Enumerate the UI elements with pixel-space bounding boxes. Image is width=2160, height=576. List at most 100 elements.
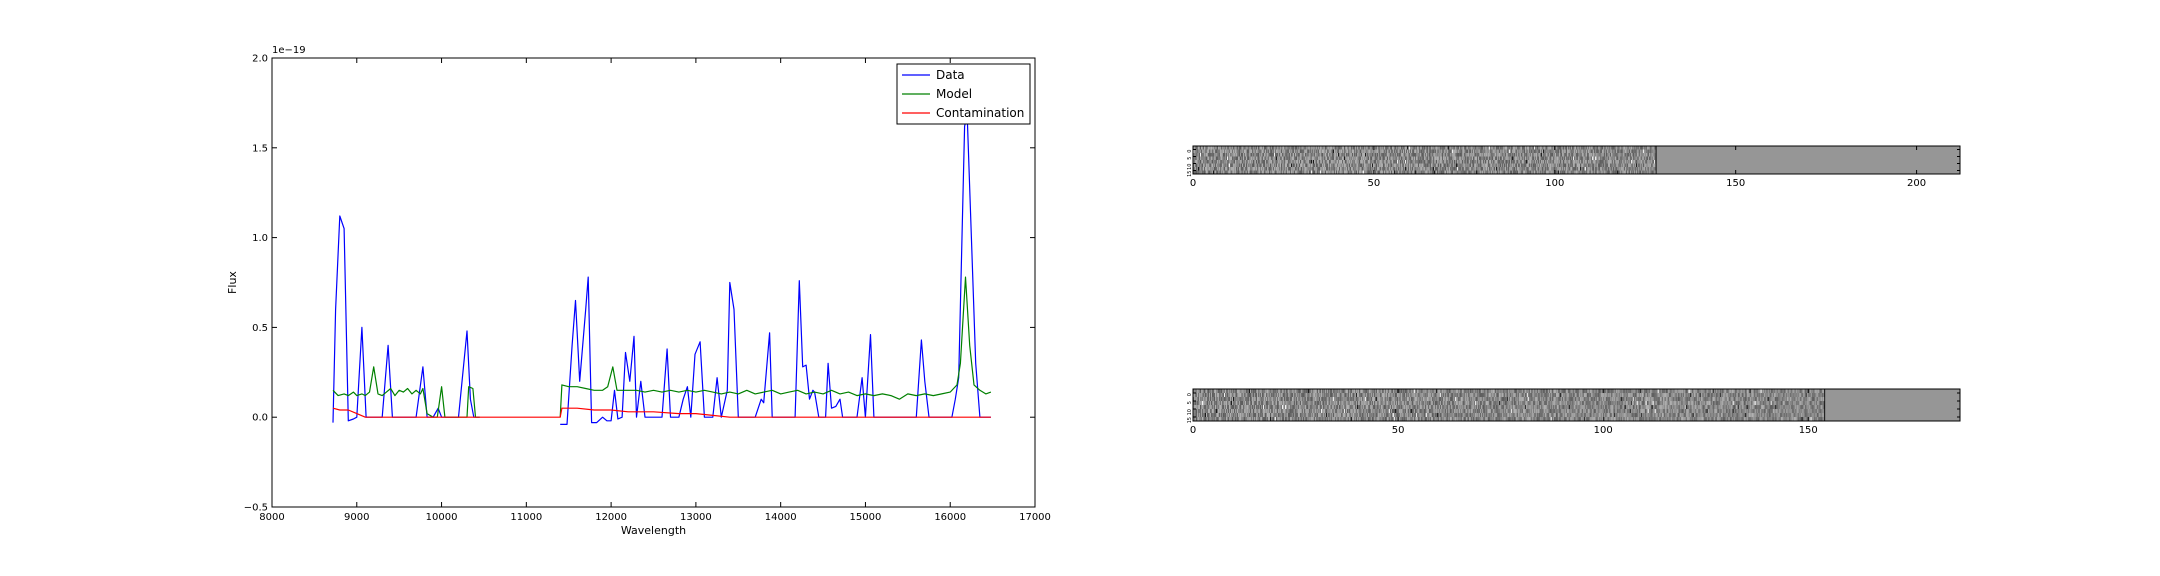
- image-pixel: [1219, 156, 1221, 161]
- image-pixel: [1535, 146, 1537, 150]
- image-pixel: [1519, 149, 1521, 154]
- image-pixel: [1233, 417, 1236, 422]
- image-pixel: [1334, 146, 1336, 150]
- image-pixel: [1364, 153, 1366, 157]
- image-pixel: [1309, 405, 1312, 410]
- image-pixel: [1266, 413, 1269, 418]
- image-pixel: [1218, 393, 1221, 398]
- image-pixel: [1297, 401, 1300, 406]
- image-pixel: [1517, 153, 1519, 157]
- image-pixel: [1276, 397, 1279, 402]
- image-pixel: [1239, 405, 1242, 410]
- image-pixel: [1552, 170, 1554, 175]
- image-pixel: [1234, 417, 1237, 422]
- image-pixel: [1598, 153, 1600, 157]
- image-pixel: [1554, 167, 1556, 171]
- image-pixel: [1342, 170, 1344, 175]
- image-pixel: [1294, 397, 1297, 402]
- image-pixel: [1628, 170, 1630, 175]
- image-pixel: [1592, 170, 1594, 175]
- image-pixel: [1255, 397, 1258, 402]
- image-pixel: [1296, 170, 1298, 175]
- image-pixel: [1249, 397, 1252, 402]
- image-pixel: [1517, 160, 1519, 164]
- image-pixel: [1210, 417, 1213, 422]
- image-pixel: [1270, 417, 1273, 422]
- image-pixel: [1646, 156, 1648, 161]
- image-pixel: [1623, 153, 1625, 157]
- image-pixel: [1387, 167, 1389, 171]
- image-pixel: [1320, 156, 1322, 161]
- image-pixel: [1566, 153, 1568, 157]
- image-pixel: [1326, 153, 1328, 157]
- image-pixel: [1260, 397, 1263, 402]
- image-pixel: [1197, 167, 1199, 171]
- image-pixel: [1200, 156, 1202, 161]
- image-pixel: [1473, 156, 1475, 161]
- image-pixel: [1330, 413, 1333, 418]
- image-pixel: [1201, 153, 1203, 157]
- image-pixel: [1288, 170, 1290, 175]
- image-pixel: [1362, 170, 1364, 175]
- image-pixel: [1615, 160, 1617, 164]
- image-pixel: [1415, 163, 1417, 168]
- image-pixel: [1264, 413, 1267, 418]
- image-pixel: [1426, 156, 1428, 161]
- image-pixel: [1483, 170, 1485, 175]
- image-pixel: [1396, 163, 1398, 168]
- image-pixel: [1262, 393, 1265, 398]
- image-pixel: [1306, 397, 1309, 402]
- image-pixel: [1285, 397, 1288, 402]
- image-pixel: [1618, 160, 1620, 164]
- image-pixel: [1417, 167, 1419, 171]
- image-pixel: [1416, 170, 1418, 175]
- image-pixel: [1222, 146, 1224, 150]
- image-pixel: [1196, 153, 1198, 157]
- image-pixel: [1210, 401, 1213, 406]
- image-pixel: [1569, 149, 1571, 154]
- image-pixel: [1616, 156, 1618, 161]
- image-pixel: [1229, 409, 1232, 414]
- image-pixel: [1289, 417, 1292, 422]
- image-pixel: [1229, 156, 1231, 161]
- image-pixel: [1222, 409, 1225, 414]
- image-pixel: [1225, 397, 1228, 402]
- image-pixel: [1257, 160, 1259, 164]
- image-pixel: [1243, 397, 1246, 402]
- image-pixel: [1536, 167, 1538, 171]
- image-pixel: [1280, 389, 1283, 394]
- image-pixel: [1375, 153, 1377, 157]
- image-pixel: [1356, 160, 1358, 164]
- image-pixel: [1569, 163, 1571, 168]
- image-pixel: [1435, 160, 1437, 164]
- image-pixel: [1205, 163, 1207, 168]
- image-pixel: [1253, 156, 1255, 161]
- image-pixel: [1356, 170, 1358, 175]
- image-pixel: [1299, 393, 1302, 398]
- image-pixel: [1232, 393, 1235, 398]
- image-pixel: [1305, 156, 1307, 161]
- image-pixel: [1322, 170, 1324, 175]
- image-pixel: [1204, 393, 1207, 398]
- image-pixel: [1241, 156, 1243, 161]
- image-pixel: [1307, 413, 1310, 418]
- image-pixel: [1523, 156, 1525, 161]
- image-pixel: [1439, 153, 1441, 157]
- image-pixel: [1485, 156, 1487, 161]
- image-pixel: [1403, 170, 1405, 175]
- image-pixel: [1437, 170, 1439, 175]
- image-pixel: [1204, 413, 1207, 418]
- image-pixel: [1297, 413, 1300, 418]
- image-pixel: [1554, 156, 1556, 161]
- image-pixel: [1460, 167, 1462, 171]
- image-pixel: [1318, 413, 1321, 418]
- image-pixel: [1403, 149, 1405, 154]
- image-pixel: [1519, 156, 1521, 161]
- image-pixel: [1654, 146, 1656, 150]
- image-pixel: [1634, 153, 1636, 157]
- image-pixel: [1287, 405, 1290, 410]
- image-pixel: [1213, 160, 1215, 164]
- image-pixel: [1304, 160, 1306, 164]
- image-pixel: [1238, 393, 1241, 398]
- image-pixel: [1423, 170, 1425, 175]
